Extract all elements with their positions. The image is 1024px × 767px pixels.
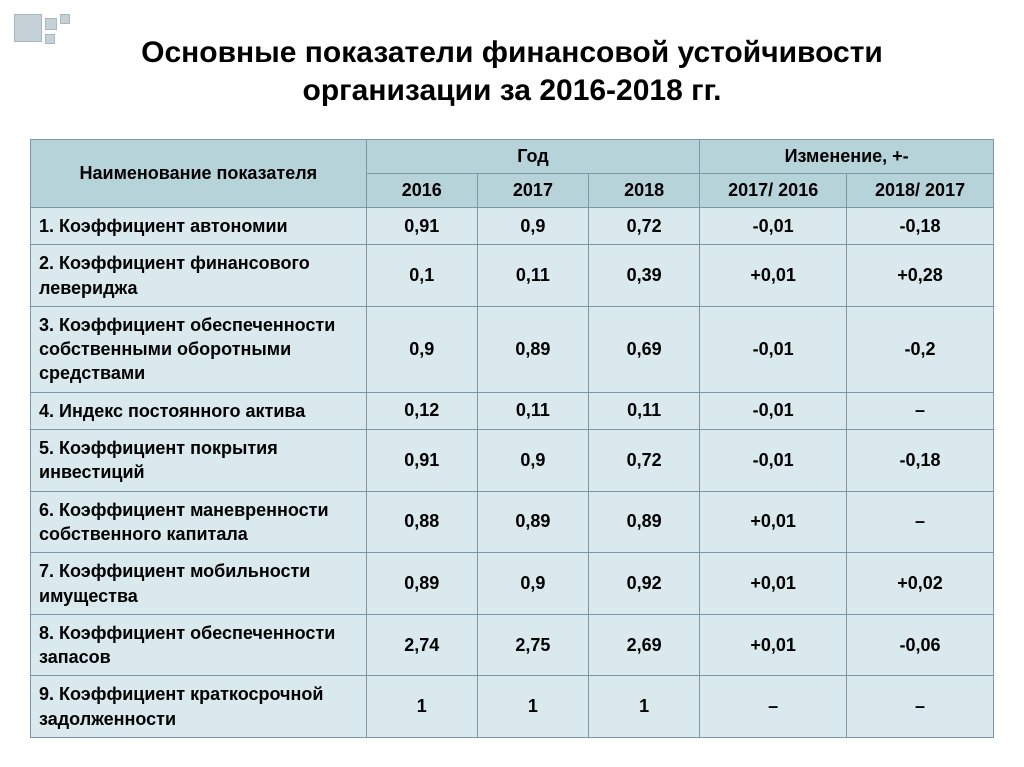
- year-value: 0,89: [589, 491, 700, 553]
- change-value: +0,01: [700, 491, 847, 553]
- indicator-label: 1. Коэффициент автономии: [31, 208, 367, 245]
- corner-decoration: [14, 14, 70, 44]
- year-value: 0,89: [477, 491, 588, 553]
- indicator-label: 5. Коэффициент покрытия инвестиций: [31, 430, 367, 492]
- col-header-chg2: 2018/ 2017: [847, 174, 994, 208]
- change-value: -0,01: [700, 306, 847, 392]
- year-value: 0,92: [589, 553, 700, 615]
- change-value: –: [847, 491, 994, 553]
- year-value: 1: [477, 676, 588, 738]
- deco-square-icon: [60, 14, 70, 24]
- deco-small-col: [45, 18, 57, 44]
- col-header-chg1: 2017/ 2016: [700, 174, 847, 208]
- table-row: 1. Коэффициент автономии0,910,90,72-0,01…: [31, 208, 994, 245]
- change-value: +0,01: [700, 553, 847, 615]
- indicator-label: 7. Коэффициент мобильности имущества: [31, 553, 367, 615]
- year-value: 0,91: [366, 430, 477, 492]
- change-value: -0,01: [700, 208, 847, 245]
- change-value: +0,01: [700, 245, 847, 307]
- change-value: -0,18: [847, 430, 994, 492]
- deco-square-icon: [45, 34, 55, 44]
- year-value: 0,9: [366, 306, 477, 392]
- col-header-change: Изменение, +-: [700, 140, 994, 174]
- change-value: -0,01: [700, 392, 847, 429]
- change-value: -0,18: [847, 208, 994, 245]
- col-header-2016: 2016: [366, 174, 477, 208]
- deco-small-col: [60, 14, 70, 24]
- year-value: 0,11: [589, 392, 700, 429]
- change-value: +0,28: [847, 245, 994, 307]
- change-value: -0,01: [700, 430, 847, 492]
- year-value: 0,72: [589, 208, 700, 245]
- table-row: 3. Коэффициент обеспеченности собственны…: [31, 306, 994, 392]
- year-value: 0,89: [477, 306, 588, 392]
- table-row: 4. Индекс постоянного актива0,120,110,11…: [31, 392, 994, 429]
- table-row: 9. Коэффициент краткосрочной задолженнос…: [31, 676, 994, 738]
- year-value: 0,91: [366, 208, 477, 245]
- year-value: 0,9: [477, 208, 588, 245]
- year-value: 0,39: [589, 245, 700, 307]
- table-row: 2. Коэффициент финансового левериджа0,10…: [31, 245, 994, 307]
- table-row: 7. Коэффициент мобильности имущества0,89…: [31, 553, 994, 615]
- change-value: –: [700, 676, 847, 738]
- indicator-label: 8. Коэффициент обеспеченности запасов: [31, 614, 367, 676]
- col-header-2017: 2017: [477, 174, 588, 208]
- indicator-label: 2. Коэффициент финансового левериджа: [31, 245, 367, 307]
- deco-square-icon: [45, 18, 57, 30]
- year-value: 2,75: [477, 614, 588, 676]
- header-row-1: Наименование показателя Год Изменение, +…: [31, 140, 994, 174]
- slide-title: Основные показатели финансовой устойчиво…: [0, 0, 1024, 115]
- change-value: +0,01: [700, 614, 847, 676]
- indicator-label: 3. Коэффициент обеспеченности собственны…: [31, 306, 367, 392]
- year-value: 1: [366, 676, 477, 738]
- year-value: 0,11: [477, 392, 588, 429]
- change-value: +0,02: [847, 553, 994, 615]
- indicator-label: 9. Коэффициент краткосрочной задолженнос…: [31, 676, 367, 738]
- year-value: 0,11: [477, 245, 588, 307]
- table-row: 5. Коэффициент покрытия инвестиций0,910,…: [31, 430, 994, 492]
- change-value: –: [847, 392, 994, 429]
- table-row: 8. Коэффициент обеспеченности запасов2,7…: [31, 614, 994, 676]
- indicators-table: Наименование показателя Год Изменение, +…: [30, 139, 994, 738]
- table-body: 1. Коэффициент автономии0,910,90,72-0,01…: [31, 208, 994, 738]
- change-value: -0,2: [847, 306, 994, 392]
- table-row: 6. Коэффициент маневренности собственног…: [31, 491, 994, 553]
- deco-square-icon: [14, 14, 42, 42]
- year-value: 0,72: [589, 430, 700, 492]
- year-value: 0,69: [589, 306, 700, 392]
- table-container: Наименование показателя Год Изменение, +…: [0, 115, 1024, 738]
- year-value: 2,69: [589, 614, 700, 676]
- change-value: -0,06: [847, 614, 994, 676]
- col-header-2018: 2018: [589, 174, 700, 208]
- change-value: –: [847, 676, 994, 738]
- year-value: 0,88: [366, 491, 477, 553]
- year-value: 1: [589, 676, 700, 738]
- year-value: 0,9: [477, 430, 588, 492]
- year-value: 0,12: [366, 392, 477, 429]
- slide: Основные показатели финансовой устойчиво…: [0, 0, 1024, 767]
- col-header-year: Год: [366, 140, 700, 174]
- year-value: 0,1: [366, 245, 477, 307]
- year-value: 0,89: [366, 553, 477, 615]
- indicator-label: 4. Индекс постоянного актива: [31, 392, 367, 429]
- year-value: 2,74: [366, 614, 477, 676]
- year-value: 0,9: [477, 553, 588, 615]
- col-header-name: Наименование показателя: [31, 140, 367, 208]
- indicator-label: 6. Коэффициент маневренности собственног…: [31, 491, 367, 553]
